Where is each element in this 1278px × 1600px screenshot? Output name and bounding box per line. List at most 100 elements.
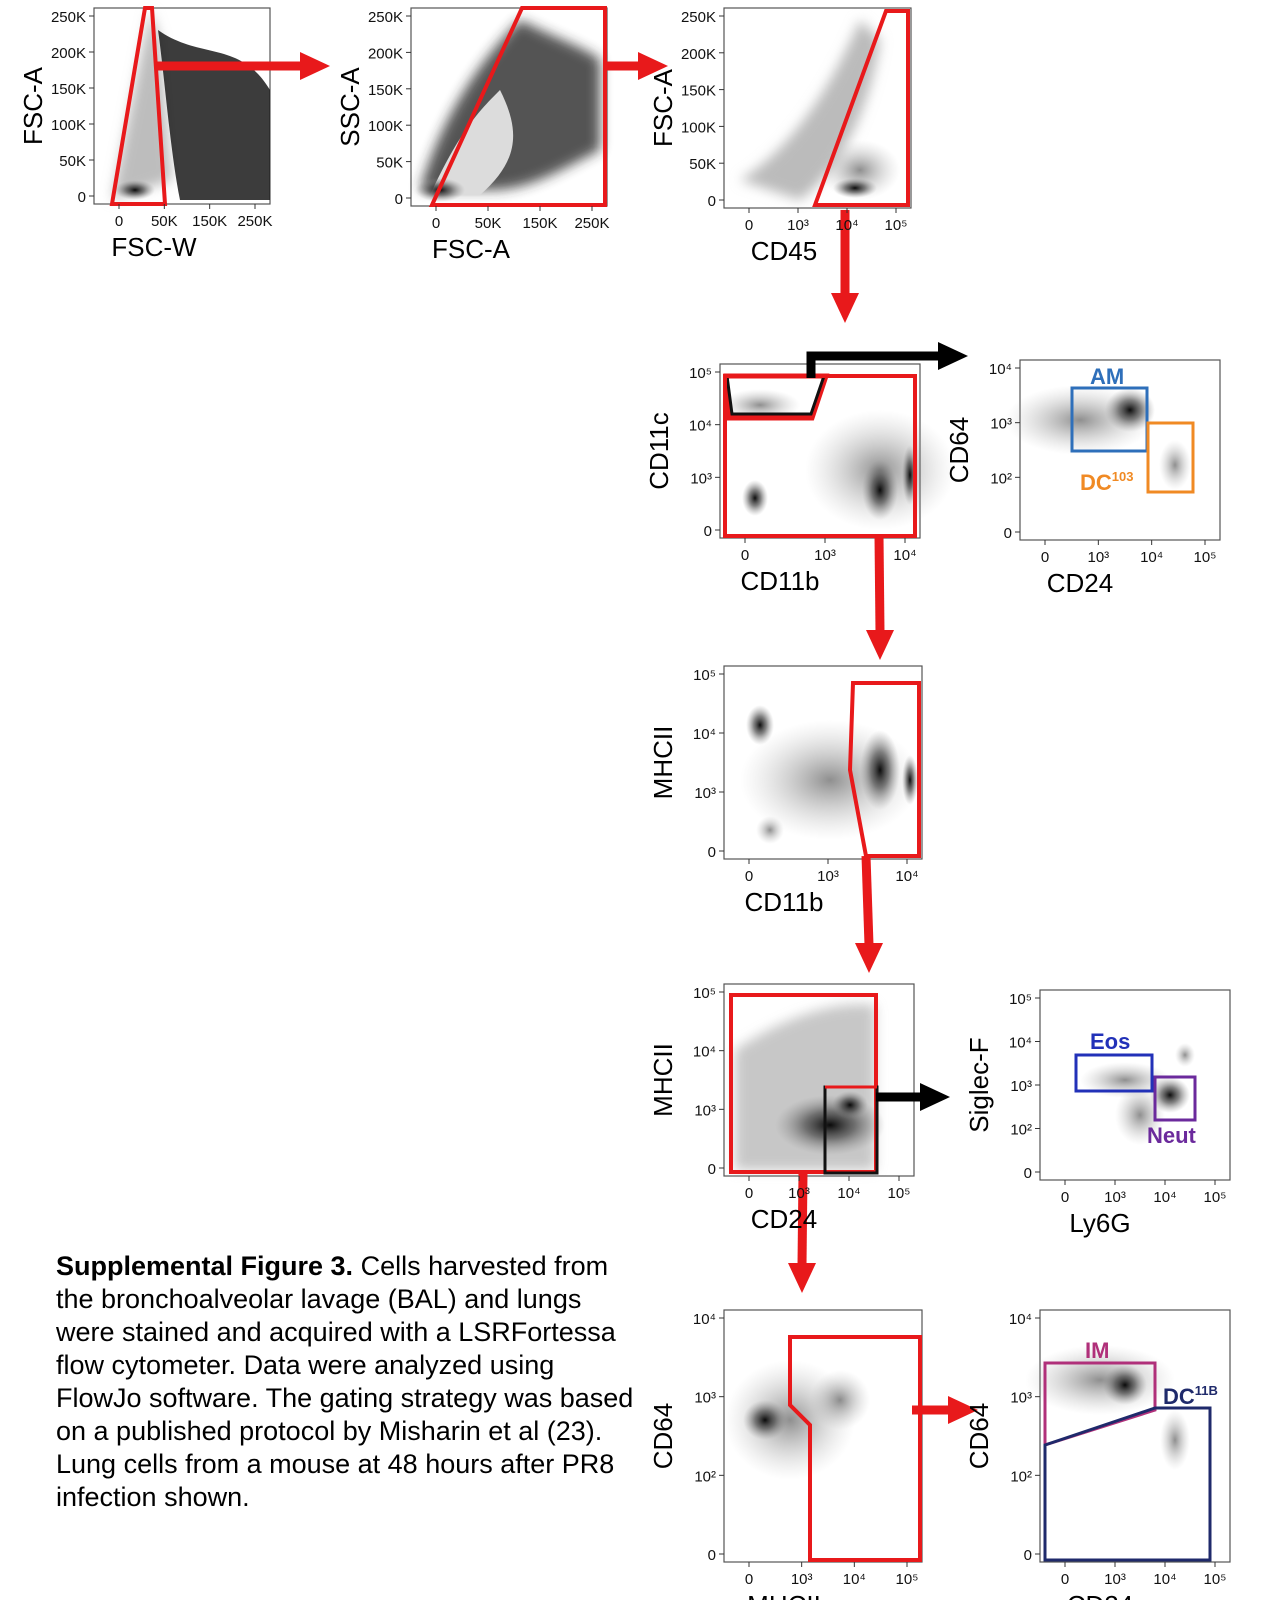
arrows (155, 52, 978, 1424)
y-axis-label: CD64 (944, 417, 974, 483)
arrow-red (155, 52, 330, 80)
x-tick-label: 150K (522, 215, 557, 232)
non-am-gate (723, 374, 917, 538)
dc103-gate (1146, 421, 1195, 494)
x-axis-label: FSC-A (432, 234, 511, 264)
x-tick-label: 0 (432, 215, 440, 232)
im-label: IM (1085, 1338, 1109, 1363)
x-tick-label: 0 (745, 1185, 753, 1202)
x-tick-label: 250K (574, 215, 609, 232)
x-tick-label: 10³ (1104, 1571, 1126, 1588)
x-tick-label: 250K (237, 213, 272, 230)
x-axis-label: CD24 (1047, 568, 1113, 598)
gates (109, 6, 1212, 1562)
x-tick-label: 10⁵ (1204, 1189, 1227, 1206)
x-tick-label: 0 (741, 547, 749, 564)
y-tick-label: 50K (376, 155, 403, 172)
y-tick-label: 10² (990, 470, 1012, 487)
y-tick-label: 10⁴ (689, 418, 712, 435)
y-tick-label: 100K (51, 117, 86, 134)
dc11b-label: DC11B (1163, 1383, 1218, 1409)
x-axis-label: CD24 (751, 1204, 817, 1234)
am-gate (1070, 386, 1149, 453)
y-axis-label: CD64 (964, 1403, 994, 1469)
cells-gate (428, 6, 607, 207)
eos-gate (1074, 1053, 1154, 1093)
axes: 250K 200K 150K 100K 50K 0 0 50K 150K 250K FSC-W FSC… (18, 9, 1226, 1600)
x-tick-label: 10³ (788, 1185, 810, 1202)
arrow-black (876, 1083, 950, 1111)
x-tick-label: 0 (745, 1571, 753, 1588)
gate-labels: AM DC103 Eos Neut IM DC11B (1080, 364, 1218, 1409)
arrow-black (806, 342, 968, 378)
y-tick-label: 10² (1010, 1468, 1032, 1485)
y-tick-label: 150K (51, 81, 86, 98)
y-tick-label: 10⁴ (693, 1311, 716, 1328)
cd45-gate (812, 9, 910, 207)
y-tick-label: 0 (708, 1161, 716, 1178)
x-axis-label: FSC-W (111, 232, 197, 262)
y-tick-label: 10⁴ (1009, 1311, 1032, 1328)
x-tick-label: 10⁴ (837, 1185, 860, 1202)
x-axis-label: CD11b (740, 566, 819, 596)
x-tick-label: 10⁴ (1153, 1189, 1176, 1206)
cd64-gate (788, 1335, 922, 1562)
y-axis-label: SSC-A (335, 67, 365, 147)
x-tick-label: 10³ (787, 217, 809, 234)
neut-label: Neut (1147, 1123, 1197, 1148)
y-tick-label: 10⁵ (1009, 991, 1032, 1008)
y-tick-label: 0 (78, 189, 86, 206)
x-tick-label: 0 (745, 217, 753, 234)
x-axis-label: MHCII (747, 1590, 821, 1600)
x-tick-label: 10⁴ (835, 217, 858, 234)
density-clouds (112, 10, 1195, 1480)
arrow-red (831, 210, 859, 323)
y-axis-label: FSC-A (18, 66, 48, 145)
arrow-red (866, 535, 894, 660)
mhcii-gate (729, 993, 878, 1174)
caption-text: Cells harvested from the bronchoalveolar… (56, 1251, 634, 1512)
y-tick-label: 10² (1010, 1122, 1032, 1139)
y-tick-label: 10⁵ (693, 985, 716, 1002)
x-tick-label: 10³ (791, 1571, 813, 1588)
y-tick-label: 0 (1024, 1547, 1032, 1564)
y-axis-label: MHCII (648, 726, 678, 800)
x-tick-label: 0 (1061, 1189, 1069, 1206)
arrow-red (605, 52, 668, 80)
x-tick-label: 150K (192, 213, 227, 230)
eos-label: Eos (1090, 1029, 1130, 1054)
arrow-red (788, 1172, 816, 1293)
y-tick-label: 0 (395, 191, 403, 208)
y-tick-label: 10⁵ (689, 365, 712, 382)
y-tick-label: 10⁴ (1009, 1035, 1032, 1052)
x-tick-label: 10³ (1087, 549, 1109, 566)
x-tick-label: 10⁴ (843, 1571, 866, 1588)
x-tick-label: 10³ (817, 868, 839, 885)
y-tick-label: 50K (59, 153, 86, 170)
y-tick-label: 10⁴ (693, 1044, 716, 1061)
y-tick-label: 250K (51, 9, 86, 26)
x-tick-label: 0 (1041, 549, 1049, 566)
y-tick-label: 0 (1004, 525, 1012, 542)
y-tick-label: 10³ (694, 1102, 716, 1119)
y-axis-label: CD11c (644, 412, 674, 490)
x-tick-label: 0 (1061, 1571, 1069, 1588)
y-tick-label: 10⁴ (693, 726, 716, 743)
neut-gate (1153, 1075, 1197, 1122)
x-tick-label: 10⁵ (1194, 549, 1217, 566)
x-tick-label: 0 (745, 868, 753, 885)
singlets-gate (109, 6, 168, 206)
x-tick-label: 10⁴ (895, 868, 918, 885)
y-tick-label: 10⁵ (693, 667, 716, 684)
y-tick-label: 100K (681, 119, 716, 136)
y-axis-label: FSC-A (648, 68, 678, 147)
arrow-red (855, 855, 883, 973)
x-tick-label: 10⁵ (885, 217, 908, 234)
y-axis-label: CD64 (648, 1403, 678, 1469)
y-tick-label: 10³ (1010, 1078, 1032, 1095)
x-tick-label: 10⁴ (1153, 1571, 1176, 1588)
y-tick-label: 10³ (690, 470, 712, 487)
y-tick-label: 0 (708, 1547, 716, 1564)
x-tick-label: 10⁵ (1204, 1571, 1227, 1588)
y-tick-label: 200K (51, 45, 86, 62)
